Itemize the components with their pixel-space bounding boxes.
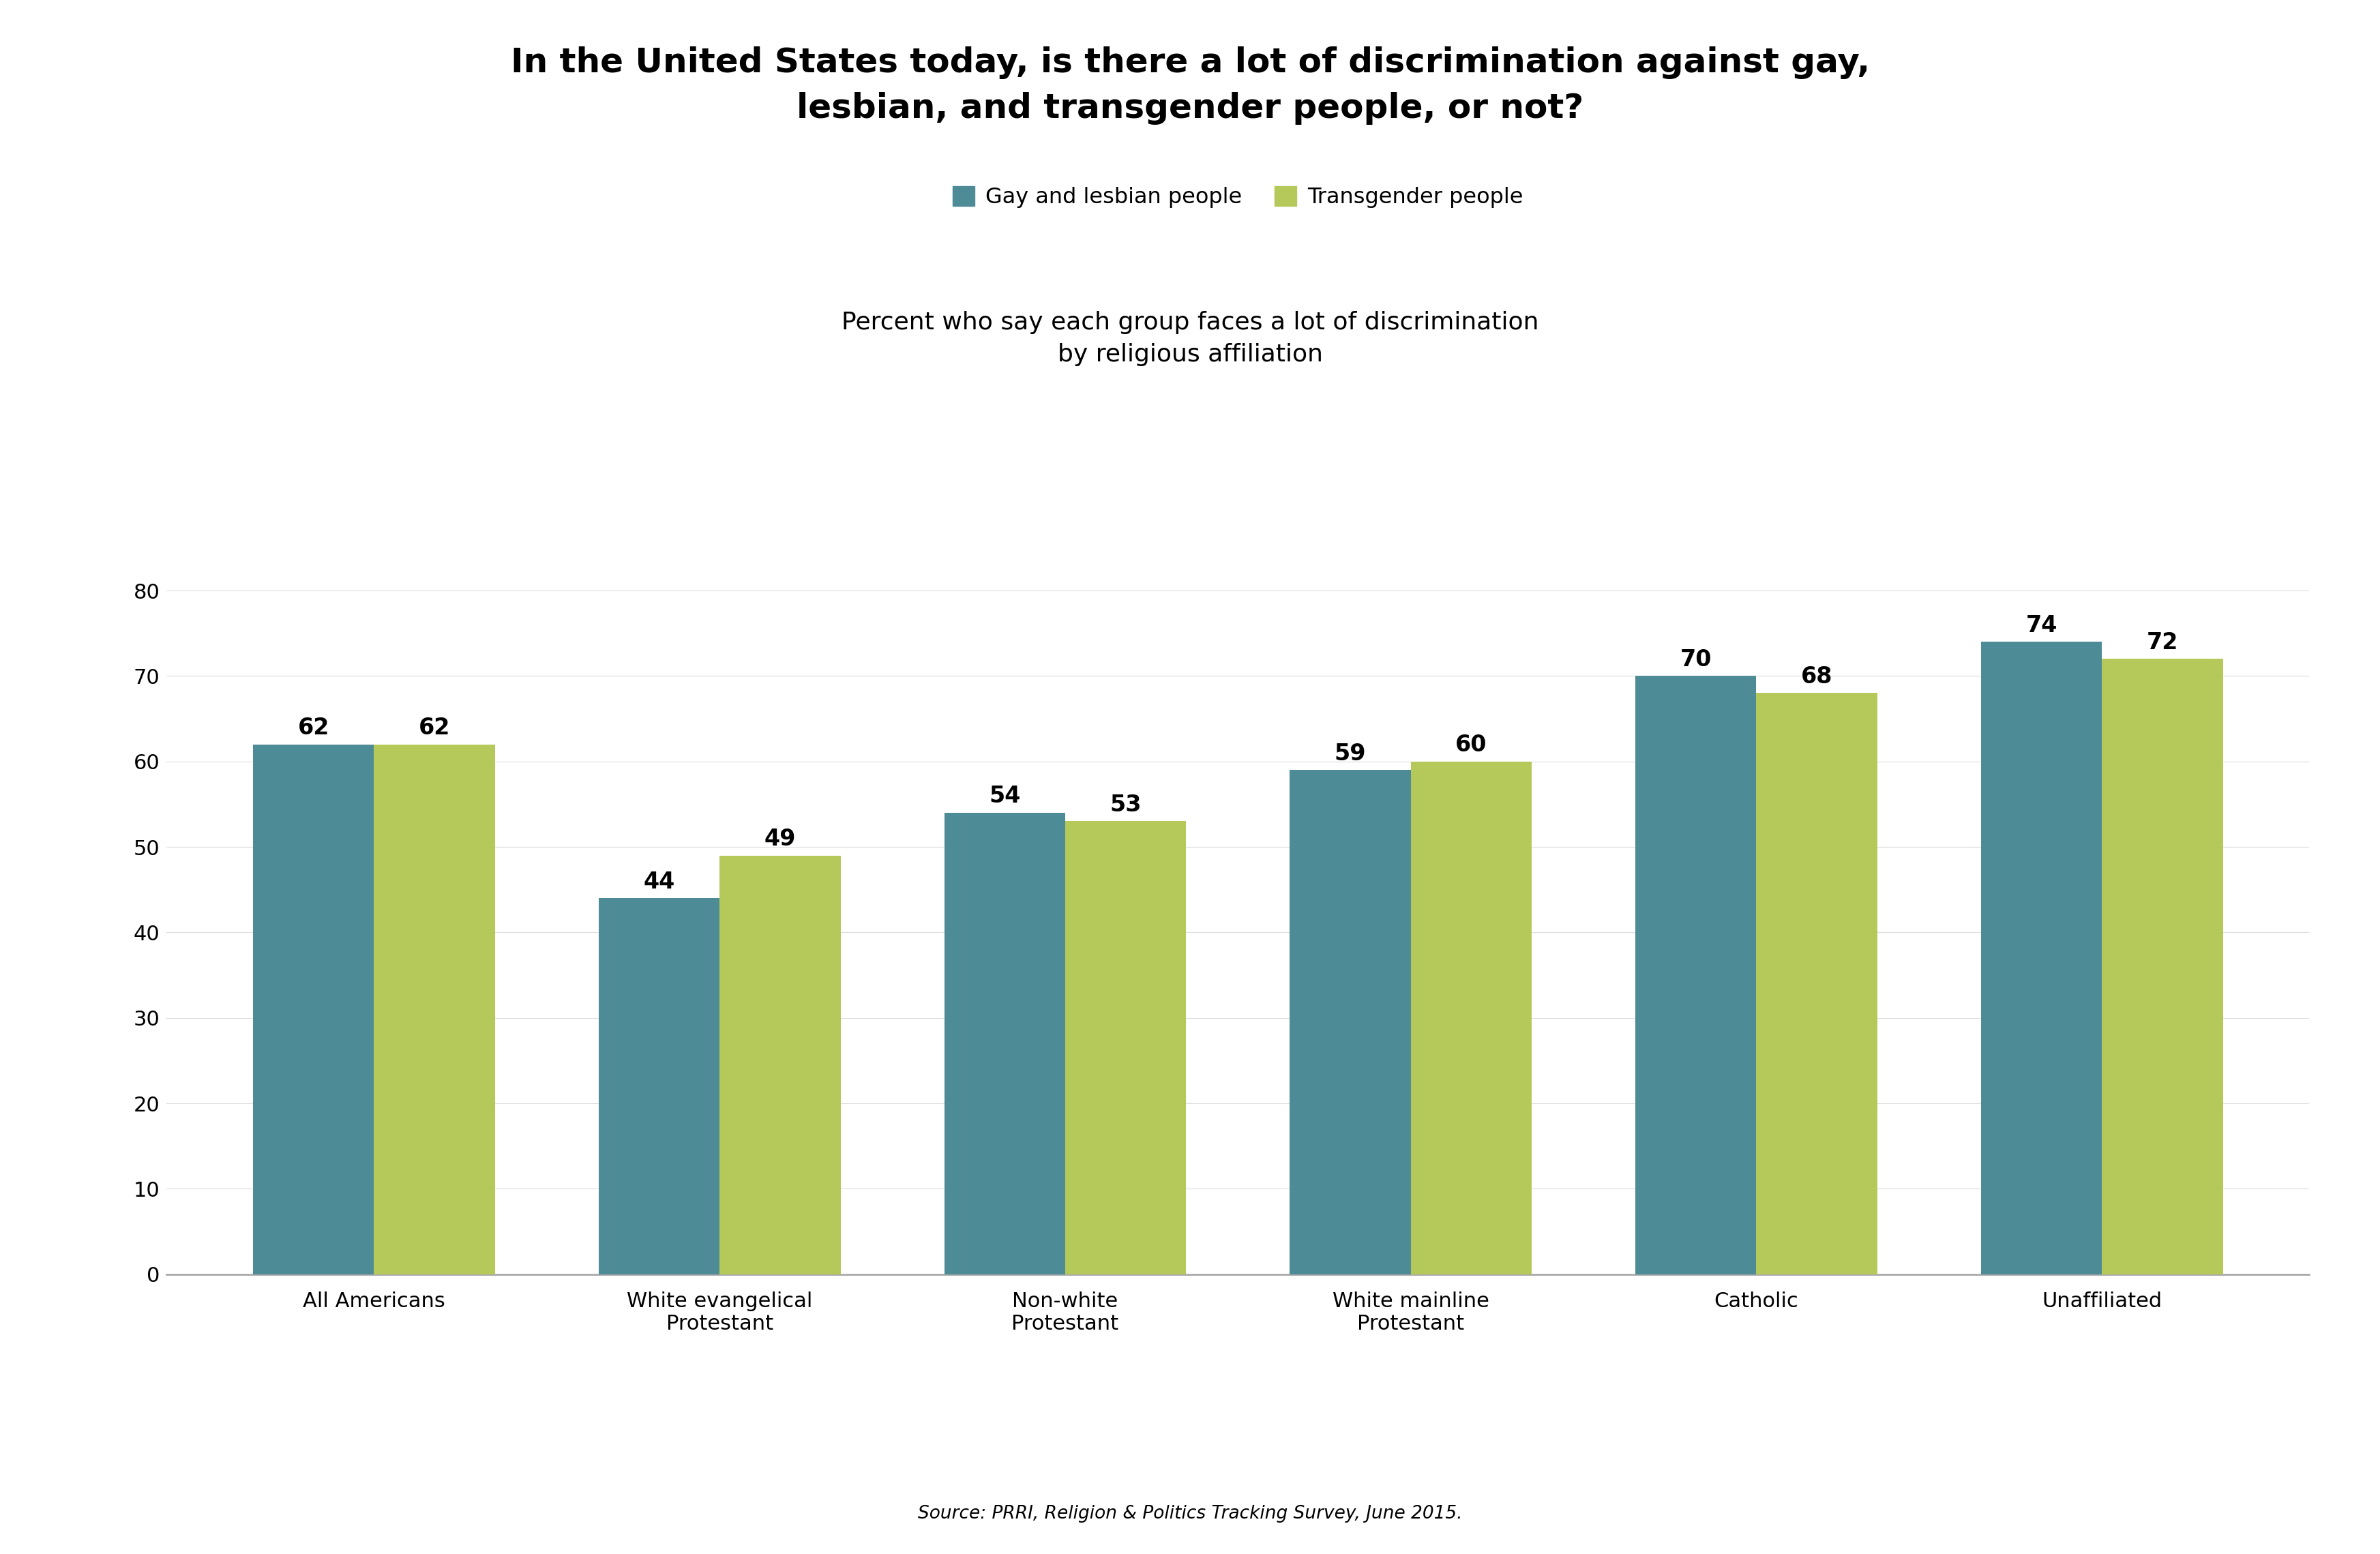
Bar (1290, 771, 1411, 1274)
Text: 68: 68 (1799, 665, 1833, 688)
Text: 74: 74 (2025, 614, 2056, 637)
Text: 62: 62 (419, 716, 450, 740)
Text: 72: 72 (2147, 631, 2178, 654)
Bar (252, 744, 374, 1274)
Text: 70: 70 (1680, 648, 1711, 671)
Text: 62: 62 (298, 716, 328, 740)
Text: 54: 54 (988, 785, 1021, 808)
Bar (1635, 676, 1756, 1274)
Bar (1411, 761, 1530, 1274)
Bar (1980, 642, 2102, 1274)
Bar (374, 744, 495, 1274)
Bar (597, 898, 719, 1274)
Text: 60: 60 (1454, 733, 1488, 757)
Bar (945, 813, 1064, 1274)
Text: 53: 53 (1109, 794, 1140, 816)
Bar (2102, 659, 2223, 1274)
Text: 44: 44 (643, 870, 674, 894)
Bar (1064, 821, 1185, 1274)
Text: Source: PRRI, Religion & Politics Tracking Survey, June 2015.: Source: PRRI, Religion & Politics Tracki… (919, 1506, 1461, 1523)
Bar (719, 855, 840, 1274)
Text: In the United States today, is there a lot of discrimination against gay,
lesbia: In the United States today, is there a l… (512, 47, 1868, 124)
Text: 59: 59 (1335, 743, 1366, 765)
Legend: Gay and lesbian people, Transgender people: Gay and lesbian people, Transgender peop… (945, 177, 1530, 218)
Bar (1756, 693, 1878, 1274)
Text: 49: 49 (764, 828, 795, 850)
Text: Percent who say each group faces a lot of discrimination
by religious affiliatio: Percent who say each group faces a lot o… (843, 311, 1537, 367)
